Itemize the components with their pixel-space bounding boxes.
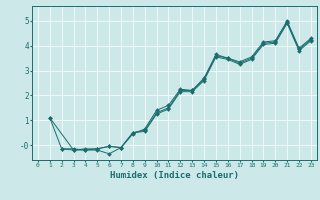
X-axis label: Humidex (Indice chaleur): Humidex (Indice chaleur) [110, 171, 239, 180]
